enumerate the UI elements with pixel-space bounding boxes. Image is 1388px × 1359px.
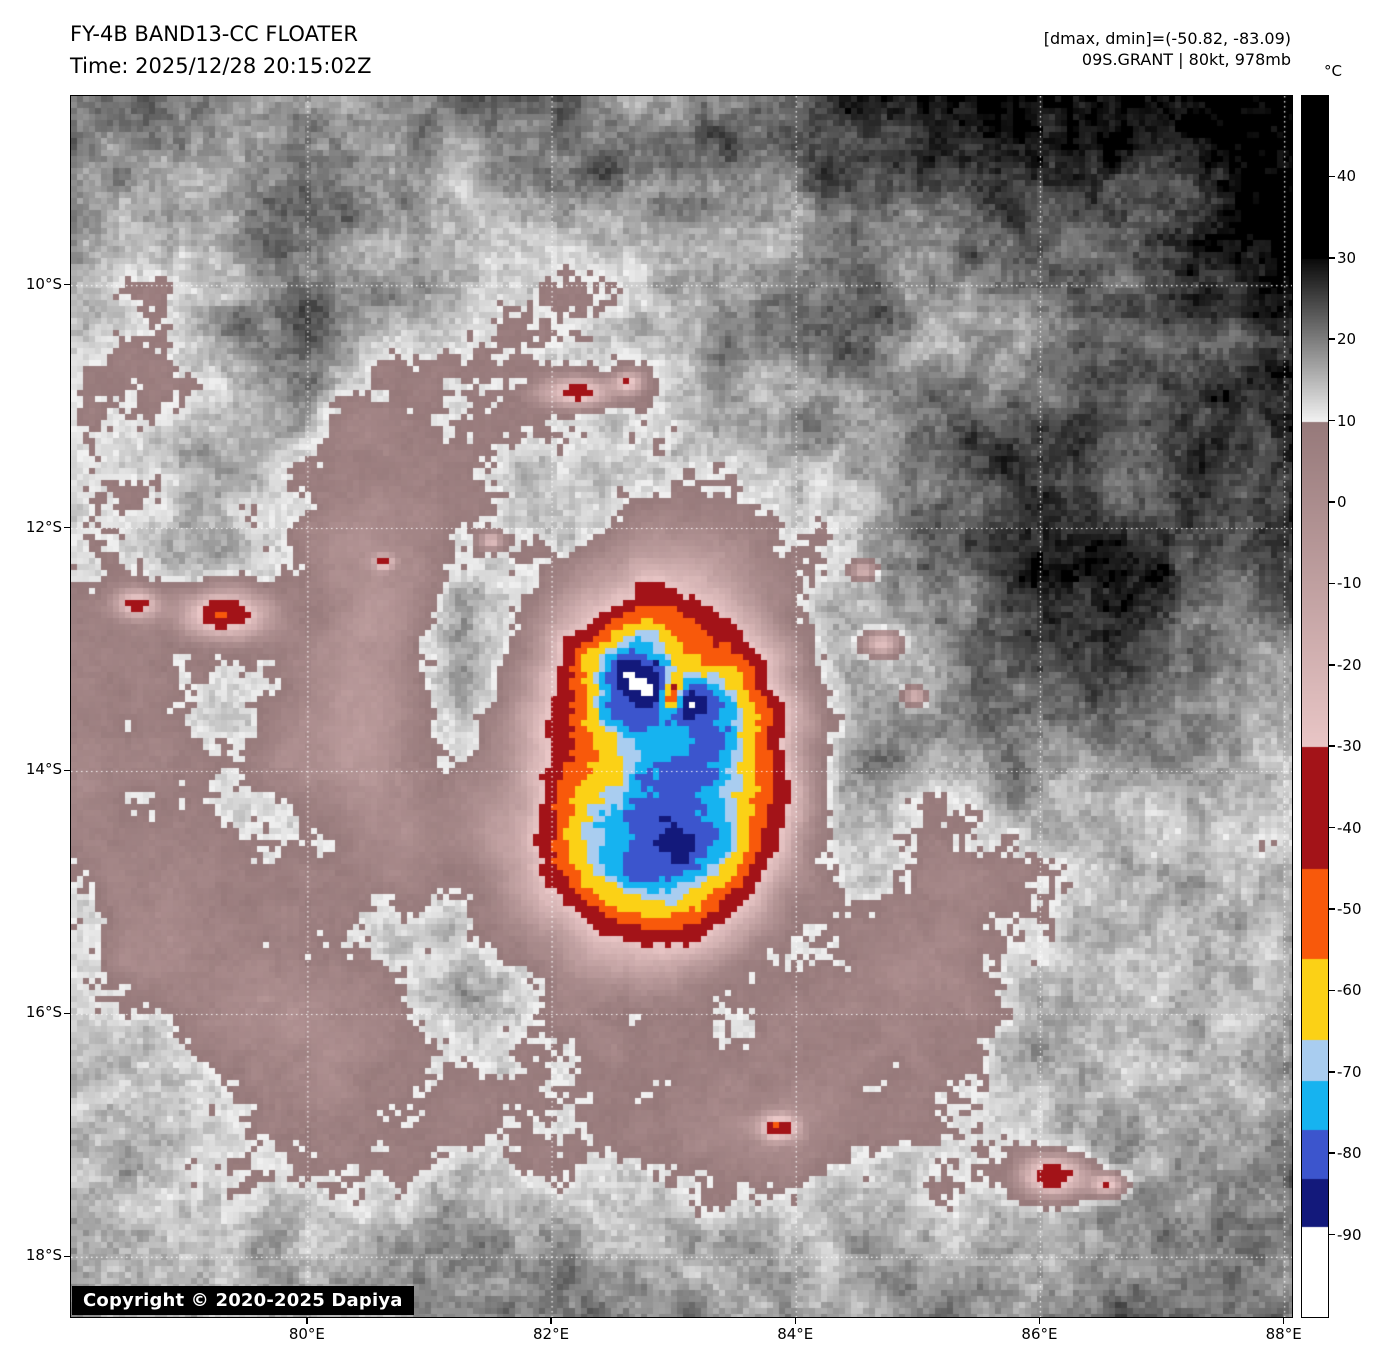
y-axis-tick-mark (64, 1255, 70, 1258)
y-axis-tick-mark (64, 283, 70, 286)
timestamp: Time: 2025/12/28 20:15:02Z (70, 54, 372, 78)
y-axis-tick-mark (64, 526, 70, 529)
colorbar-tick-mark (1329, 1071, 1335, 1073)
colorbar (1301, 95, 1329, 1318)
y-axis-tick-label: 16°S (25, 1003, 62, 1022)
x-axis-tick-mark (1038, 1318, 1041, 1324)
colorbar-tick-mark (1329, 664, 1335, 666)
colorbar-tick-label: -90 (1337, 1225, 1362, 1244)
header-left: FY-4B BAND13-CC FLOATER Time: 2025/12/28… (70, 18, 372, 82)
colorbar-tick-mark (1329, 826, 1335, 829)
colorbar-tick-mark (1329, 582, 1335, 585)
colorbar-unit-label: °C (1324, 62, 1342, 80)
y-axis-tick-label: 14°S (25, 760, 62, 779)
dmax-dmin-readout: [dmax, dmin]=(-50.82, -83.09) (1043, 29, 1291, 48)
colorbar-tick-mark (1329, 1233, 1335, 1236)
y-axis-tick-label: 12°S (25, 517, 62, 536)
y-axis-tick-label: 18°S (25, 1246, 62, 1265)
storm-info: 09S.GRANT | 80kt, 978mb (1081, 50, 1291, 69)
colorbar-tick-mark (1329, 419, 1335, 422)
x-axis-tick-label: 82°E (533, 1325, 570, 1343)
copyright-badge: Copyright © 2020-2025 Dapiya (72, 1286, 414, 1315)
colorbar-tick-label: 20 (1337, 330, 1357, 349)
x-axis-tick-label: 84°E (777, 1325, 814, 1343)
colorbar-tick-mark (1329, 257, 1335, 259)
colorbar-tick-label: -60 (1337, 981, 1362, 1000)
x-axis-tick-label: 88°E (1265, 1325, 1302, 1343)
satellite-image-canvas (71, 96, 1292, 1317)
header-right: [dmax, dmin]=(-50.82, -83.09) 09S.GRANT … (1044, 28, 1291, 70)
colorbar-tick-label: -50 (1337, 900, 1362, 918)
map-plot-area: Copyright © 2020-2025 Dapiya (70, 95, 1293, 1318)
colorbar-tick-label: -70 (1337, 1062, 1362, 1081)
x-axis-tick-mark (306, 1318, 308, 1324)
x-axis-tick-mark (1282, 1318, 1285, 1324)
x-axis-tick-label: 86°E (1021, 1325, 1058, 1343)
x-axis-tick-mark (794, 1318, 797, 1324)
colorbar-tick-label: -80 (1337, 1144, 1362, 1163)
colorbar-tick-label: -40 (1337, 818, 1362, 837)
x-axis-tick-label: 80°E (288, 1325, 325, 1343)
colorbar-tick-label: -30 (1337, 737, 1362, 756)
colorbar-tick-label: 40 (1337, 167, 1357, 186)
colorbar-tick-mark (1329, 908, 1335, 910)
colorbar-tick-label: 0 (1337, 493, 1347, 511)
colorbar-tick-label: -20 (1337, 655, 1362, 674)
y-axis-tick-mark (64, 769, 70, 772)
colorbar-tick-mark (1329, 1152, 1335, 1154)
colorbar-tick-mark (1329, 338, 1335, 340)
colorbar-tick-mark (1329, 175, 1335, 178)
colorbar-tick-label: -10 (1337, 574, 1362, 593)
colorbar-tick-mark (1329, 989, 1335, 992)
colorbar-canvas (1302, 96, 1328, 1317)
y-axis-tick-mark (64, 1012, 70, 1015)
colorbar-tick-label: 10 (1337, 411, 1357, 430)
product-title: FY-4B BAND13-CC FLOATER (70, 22, 359, 46)
x-axis-tick-mark (550, 1318, 552, 1324)
colorbar-tick-label: 30 (1337, 248, 1357, 267)
colorbar-tick-mark (1329, 501, 1335, 503)
colorbar-tick-mark (1329, 745, 1335, 747)
y-axis-tick-label: 10°S (25, 274, 62, 293)
